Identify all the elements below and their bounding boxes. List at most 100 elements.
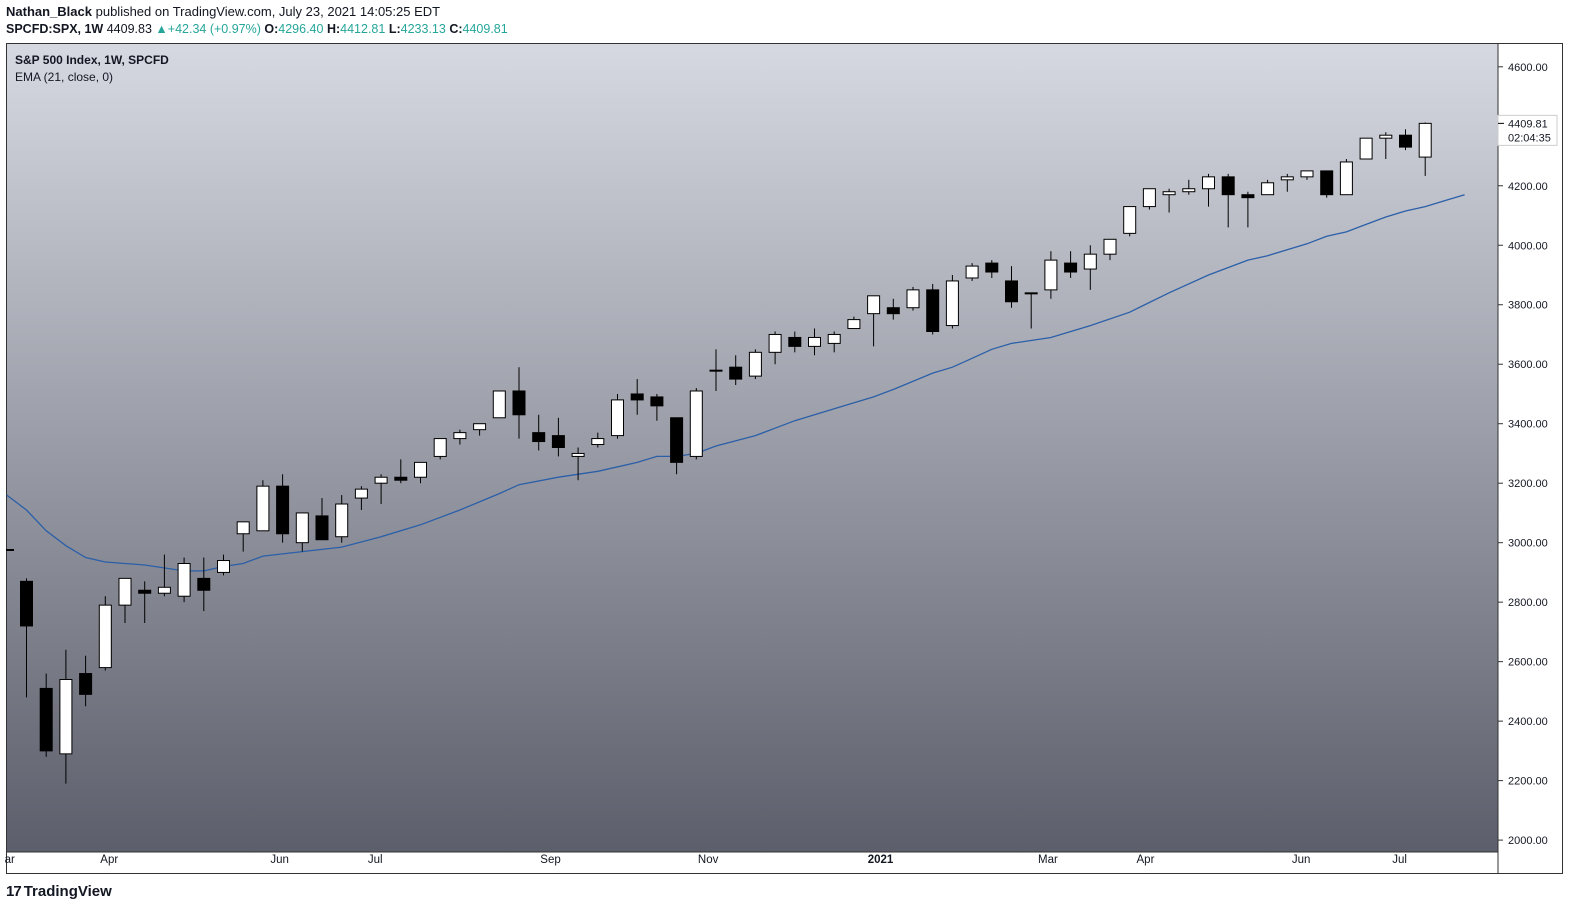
candle[interactable] (532, 414, 546, 451)
candle[interactable] (1241, 191, 1255, 228)
candle[interactable] (1123, 206, 1137, 237)
candle[interactable] (788, 331, 802, 353)
candle[interactable] (59, 649, 73, 784)
candle[interactable] (611, 393, 624, 439)
candle[interactable] (827, 331, 841, 353)
candle-body-up (827, 333, 841, 344)
candle[interactable] (867, 295, 881, 347)
candle[interactable] (1300, 170, 1314, 180)
candle-body-up (59, 678, 73, 755)
candle[interactable] (453, 429, 467, 445)
candle[interactable] (1399, 129, 1412, 151)
candle[interactable] (79, 655, 93, 707)
candle[interactable] (433, 438, 447, 460)
candle-body-down (276, 485, 290, 535)
candle[interactable] (551, 417, 565, 457)
candle[interactable] (1221, 173, 1235, 228)
candle-body-up (906, 289, 920, 309)
candle-body-up (295, 512, 309, 544)
candle[interactable] (768, 331, 782, 365)
candle[interactable] (1024, 292, 1038, 329)
candle[interactable] (335, 495, 349, 543)
author-name[interactable]: Nathan_Black (6, 4, 92, 19)
candle-body-up (1379, 134, 1393, 139)
indicator-title[interactable]: EMA (21, close, 0) (15, 70, 114, 84)
candle[interactable] (1083, 245, 1097, 290)
candle[interactable] (886, 298, 900, 320)
candle-body-down (1399, 134, 1412, 148)
x-tick-label: Jun (1292, 854, 1311, 866)
candle[interactable] (965, 263, 979, 281)
candle[interactable] (926, 283, 940, 335)
candle-body-up (571, 452, 585, 457)
candle[interactable] (1044, 251, 1058, 299)
last-price-badge: 4409.81 02:04:35 (1497, 114, 1558, 146)
candle[interactable] (98, 596, 112, 671)
candle[interactable] (1418, 122, 1432, 176)
footer-brand[interactable]: 17 TradingView (6, 883, 112, 900)
candle[interactable] (1261, 179, 1275, 196)
candle[interactable] (118, 577, 132, 623)
candle-body-down (551, 435, 565, 448)
candle[interactable] (1280, 173, 1294, 192)
candle[interactable] (473, 423, 487, 436)
candle[interactable] (1182, 179, 1196, 195)
candle-body-up (1359, 137, 1373, 160)
candle[interactable] (1005, 266, 1018, 308)
candle[interactable] (276, 474, 290, 543)
candle[interactable] (591, 432, 605, 448)
candle[interactable] (1339, 158, 1353, 196)
candle[interactable] (414, 461, 427, 484)
candle[interactable] (1142, 188, 1156, 210)
candle[interactable] (906, 286, 920, 311)
candle[interactable] (1320, 170, 1334, 198)
candle[interactable] (670, 417, 684, 475)
candle[interactable] (39, 673, 53, 757)
candle[interactable] (689, 388, 703, 460)
candle[interactable] (1162, 188, 1176, 213)
time-axis-area[interactable] (6, 852, 1498, 874)
series-title[interactable]: S&P 500 Index, 1W, SPCFD (15, 53, 169, 67)
candle-body-up (748, 351, 762, 377)
candle[interactable] (1359, 137, 1373, 160)
candle[interactable] (1103, 238, 1117, 261)
candle[interactable] (709, 349, 723, 391)
candle-body-up (1182, 188, 1196, 193)
candle[interactable] (985, 260, 999, 278)
candle[interactable] (847, 316, 861, 330)
price-axis-area[interactable] (1498, 43, 1563, 874)
candle-body-up (1024, 292, 1038, 295)
candle[interactable] (374, 474, 388, 505)
candle[interactable] (177, 557, 191, 603)
candle[interactable] (492, 390, 506, 419)
candle[interactable] (748, 349, 762, 380)
candle[interactable] (1379, 132, 1393, 159)
candle-body-up (1300, 170, 1314, 178)
candle[interactable] (650, 393, 664, 421)
candle[interactable] (217, 554, 230, 576)
ema-line[interactable] (6, 194, 1465, 572)
candle[interactable] (394, 459, 408, 484)
candle[interactable] (197, 557, 211, 612)
candle[interactable] (295, 512, 309, 552)
candle[interactable] (630, 379, 644, 415)
candle[interactable] (315, 498, 329, 541)
candle[interactable] (571, 447, 585, 481)
candle[interactable] (138, 581, 152, 623)
candle-body-down (926, 289, 940, 333)
candle[interactable] (1202, 173, 1215, 207)
candle[interactable] (729, 355, 743, 386)
candle[interactable] (512, 367, 526, 439)
candle-body-up (1123, 206, 1137, 234)
tradingview-logo-icon: 17 (6, 883, 22, 900)
candle[interactable] (1064, 251, 1078, 278)
candle[interactable] (945, 274, 959, 329)
candle[interactable] (236, 521, 250, 552)
candle-body-down (1221, 176, 1235, 196)
candle[interactable] (157, 554, 171, 597)
candle[interactable] (808, 328, 821, 356)
candle[interactable] (256, 480, 270, 532)
candle[interactable] (354, 486, 368, 510)
candle[interactable] (20, 578, 33, 698)
